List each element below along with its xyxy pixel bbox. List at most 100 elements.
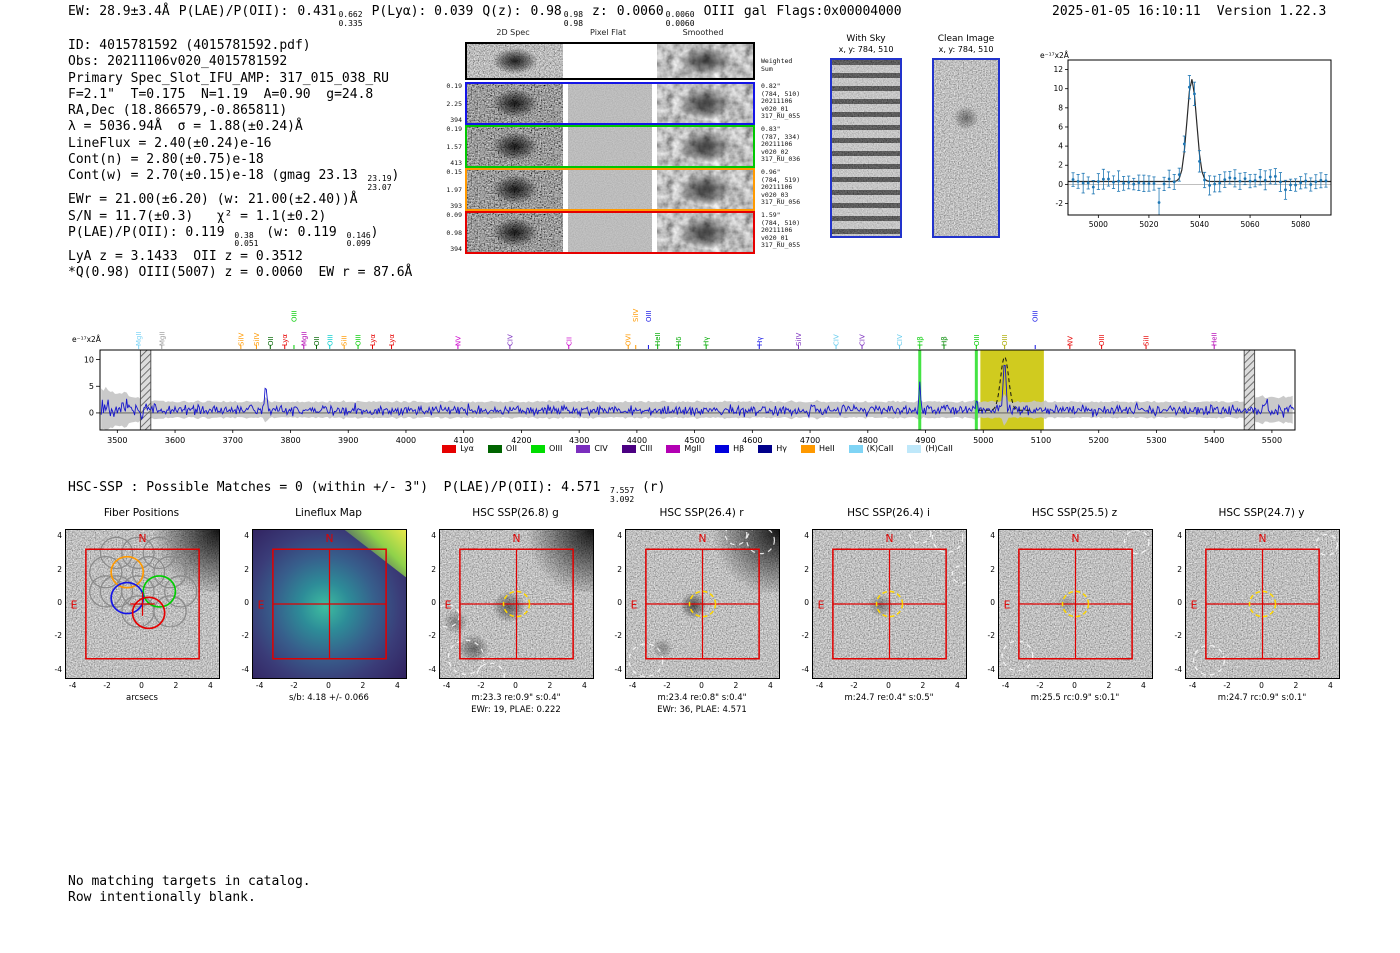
xtick-label: 4900 <box>915 436 935 445</box>
legend-swatch <box>530 444 545 453</box>
panel-ytick-label: 4 <box>57 531 62 541</box>
smoothed-image <box>657 170 753 209</box>
text-segment: HSC-SSP : Possible Matches = 0 (within +… <box>68 480 609 495</box>
panel-xtick-label: -2 <box>477 681 485 690</box>
fiber-circle-red <box>131 596 166 630</box>
legend-label: (H)CaII <box>925 444 953 453</box>
spec2d-axis-label: 0.98 <box>446 228 462 237</box>
compass-north: N <box>1071 533 1079 545</box>
panel-ytick-label: -2 <box>1174 631 1182 641</box>
spec-2d-cutout-strip: 2D Spec Pixel Flat Smoothed Weighted Sum 0.19… <box>437 26 837 262</box>
data-point <box>1177 173 1181 177</box>
emission-line-label: CII <box>565 337 573 346</box>
data-point <box>1218 181 1222 185</box>
spec2d-col-title: 2D Spec <box>496 28 530 37</box>
fiber-circle <box>153 556 187 589</box>
panel-title: HSC SSP(24.7) y <box>1218 507 1305 519</box>
spec2d-annotation: 0.96" (784, 519) 20211106 v020_03 317_RU_056 <box>761 168 800 207</box>
neighbor-aperture-circle <box>1315 533 1339 556</box>
data-point <box>1162 182 1166 186</box>
plae-v: 0.431 <box>297 4 337 19</box>
upper-bound: 0.146 <box>346 230 371 240</box>
data-point <box>1268 175 1272 179</box>
spec2d-row <box>465 42 755 80</box>
legend-swatch <box>442 444 457 453</box>
panel-overlay-svg: NE <box>258 533 387 660</box>
legend-item: Lyα <box>442 444 474 453</box>
spec2d-image <box>467 84 563 123</box>
updown-value: 23.19 23.07 <box>367 175 391 192</box>
xtick-label: 5500 <box>1262 436 1282 445</box>
legend-label: OII <box>505 444 517 453</box>
spec2d-image <box>467 44 563 78</box>
data-point <box>1152 182 1156 185</box>
lower-bound: 3.092 <box>610 494 635 504</box>
panel-xlabel: arcsecs <box>126 693 158 703</box>
data-point <box>1309 183 1313 186</box>
panel-ytick-label: 2 <box>990 564 995 574</box>
panel-ytick-label: 4 <box>990 531 995 541</box>
emission-line-label: OIII <box>1098 334 1106 346</box>
source-blob <box>491 88 539 119</box>
ifu-panel-title: With Sky <box>846 34 886 44</box>
panel-overlay-svg: NE <box>71 533 200 660</box>
neighbor-aperture-circle <box>447 639 485 675</box>
panel-ytick-label: -2 <box>241 631 249 641</box>
neighbor-aperture-circle <box>746 530 776 555</box>
info-line-13: *Q(0.98) OIII(5007) z = 0.0060 EW r = 87… <box>68 265 412 281</box>
spec2d-axis-label: 1.57 <box>446 142 462 151</box>
panel-subtext-1: m:24.7 rc:0.9" s:0.1" <box>1217 693 1307 703</box>
panel-xtick-label: 0 <box>1072 681 1077 690</box>
panel-ytick-label: -4 <box>801 664 809 674</box>
xtick-label: 5080 <box>1291 220 1310 229</box>
data-point <box>1294 183 1297 187</box>
spec2d-row <box>465 82 755 125</box>
panel-ytick-label: -4 <box>614 664 622 674</box>
lower-bound: 0.099 <box>346 239 371 249</box>
emission-line-label: SiIV <box>237 333 245 346</box>
panel-ytick-label: 0 <box>804 598 809 607</box>
info-line-4: RA,Dec (18.866579,-0.865811) <box>68 103 412 119</box>
ifu-panel-image <box>830 58 902 238</box>
target-aperture-circle <box>502 590 531 618</box>
panel-subtext-1: s/b: 4.18 +/- 0.066 <box>289 693 369 703</box>
panel-xtick-label: -2 <box>850 681 858 690</box>
emission-line-label: Hβ <box>916 336 924 346</box>
updown-value: 0.38 0.051 <box>234 231 258 249</box>
z-v: 0.0060 <box>616 4 664 19</box>
legend-swatch <box>487 444 502 453</box>
spec2d-col-title: Pixel Flat <box>590 28 626 37</box>
legend-swatch <box>715 444 730 453</box>
data-point <box>1279 180 1282 184</box>
data-point <box>1086 181 1090 185</box>
pixel-flat-image <box>568 44 652 78</box>
data-point <box>1107 177 1110 181</box>
target-aperture-circle <box>688 590 717 618</box>
panel-ytick-label: -2 <box>428 631 436 641</box>
legend-label: Hβ <box>733 444 745 453</box>
neighbor-aperture-circle <box>951 564 966 584</box>
legend-item: OII <box>487 444 517 453</box>
emission-line-label: CIV <box>896 334 904 346</box>
target-aperture-circle <box>1061 590 1090 618</box>
data-point <box>1198 159 1201 163</box>
data-point <box>1253 179 1257 182</box>
panel-xtick-label: -2 <box>290 681 298 690</box>
panel-xtick-label: -4 <box>628 681 637 690</box>
footer-line-0: No matching targets in catalog. <box>68 874 311 889</box>
panel-ytick-label: 2 <box>617 564 622 574</box>
fiber-circle <box>121 575 155 608</box>
panel-xtick-label: 4 <box>581 681 587 690</box>
emission-line-label: Hδ <box>675 336 683 346</box>
panel-ytick-label: 0 <box>617 598 622 607</box>
panel-xtick-label: 2 <box>920 681 926 690</box>
ew-text: EW: 28.9±3.4Å <box>68 4 170 19</box>
ifu-panel-title: Clean Image <box>937 34 995 44</box>
legend-item: CIII <box>621 444 652 453</box>
ytick-label: 10 <box>1053 84 1063 93</box>
source-blob <box>491 48 539 74</box>
text-segment: S/N = 11.7(±0.3) χ² = 1.1(±0.2) <box>68 208 327 224</box>
fiber-circle <box>121 536 155 570</box>
